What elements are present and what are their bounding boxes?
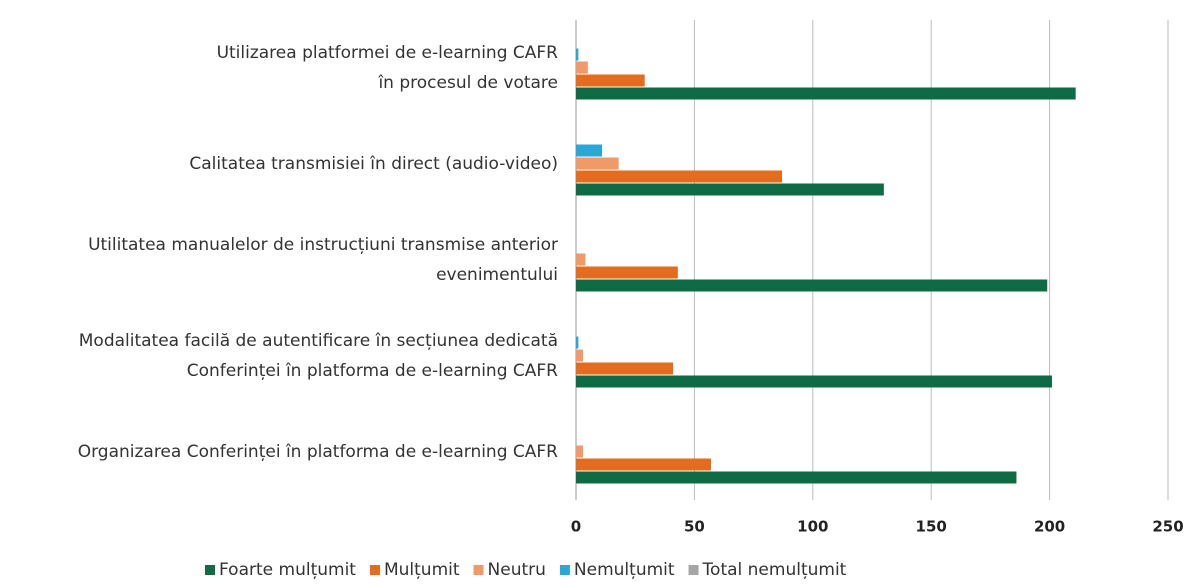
bar — [576, 336, 579, 349]
category-label: evenimentului — [436, 265, 558, 285]
bar — [576, 458, 711, 471]
legend-label: Total nemulțumit — [702, 560, 847, 580]
category-label: în procesul de votare — [377, 73, 558, 93]
category-label: Utilizarea platformei de e-learning CAFR — [217, 43, 559, 63]
bar — [576, 87, 1076, 100]
bar — [576, 183, 884, 196]
x-tick-label: 0 — [571, 518, 581, 536]
category-label: Organizarea Conferinței în platforma de … — [78, 442, 558, 462]
bar — [576, 471, 1017, 484]
bar — [576, 253, 586, 266]
bar — [576, 170, 783, 183]
legend-swatch — [559, 565, 570, 575]
bar — [576, 349, 584, 362]
category-label: Modalitatea facilă de autentificare în s… — [79, 331, 558, 351]
bar — [576, 266, 678, 279]
bar — [576, 362, 674, 375]
x-tick-label: 50 — [684, 518, 705, 536]
category-label: Utilitatea manualelor de instrucțiuni tr… — [88, 235, 558, 255]
bar — [576, 144, 603, 157]
legend-swatch — [688, 565, 699, 575]
legend-label: Nemulțumit — [574, 560, 675, 580]
bar — [576, 445, 584, 458]
category-label: Calitatea transmisiei în direct (audio-v… — [189, 154, 558, 174]
legend-swatch — [369, 565, 380, 575]
bar — [576, 48, 579, 61]
x-tick-label: 250 — [1152, 518, 1183, 536]
legend-label: Foarte mulțumit — [219, 560, 356, 580]
legend-swatch — [473, 565, 484, 575]
legend-label: Neutru — [488, 560, 546, 580]
bar — [576, 375, 1052, 388]
legend-label: Mulțumit — [384, 560, 460, 580]
bar — [576, 61, 588, 74]
x-tick-label: 200 — [1034, 518, 1065, 536]
x-tick-label: 100 — [797, 518, 828, 536]
bar — [576, 74, 645, 87]
legend-swatch — [205, 565, 215, 575]
bar — [576, 157, 619, 170]
bar — [576, 279, 1048, 292]
x-tick-label: 150 — [916, 518, 947, 536]
category-label: Conferinței în platforma de e-learning C… — [187, 361, 558, 381]
